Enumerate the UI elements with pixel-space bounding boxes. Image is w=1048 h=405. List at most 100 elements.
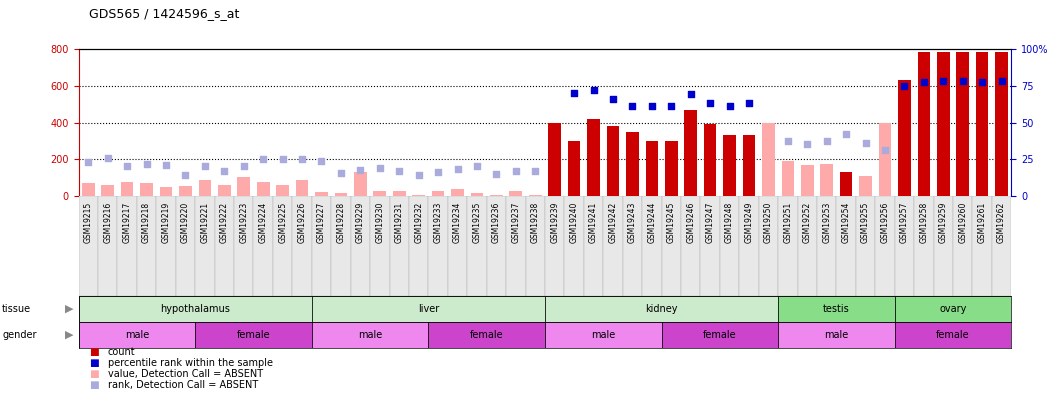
Text: GSM19245: GSM19245	[667, 201, 676, 243]
Bar	[914, 196, 934, 296]
Text: GSM19234: GSM19234	[453, 201, 462, 243]
Text: GSM19248: GSM19248	[725, 201, 734, 243]
Text: count: count	[108, 347, 135, 357]
Text: female: female	[470, 330, 503, 340]
Text: GSM19259: GSM19259	[939, 201, 947, 243]
Point	[527, 167, 544, 174]
Point	[994, 78, 1010, 84]
Bar	[953, 196, 973, 296]
Bar	[452, 189, 464, 196]
Text: rank, Detection Call = ABSENT: rank, Detection Call = ABSENT	[108, 380, 258, 390]
Point	[236, 163, 253, 169]
Bar	[704, 194, 717, 196]
Point	[721, 102, 738, 109]
Text: GSM19232: GSM19232	[414, 201, 423, 243]
Point	[955, 78, 971, 84]
Bar	[856, 196, 875, 296]
Bar	[312, 196, 331, 296]
Point	[216, 167, 233, 174]
Text: tissue: tissue	[2, 304, 31, 314]
Text: GSM19262: GSM19262	[997, 201, 1006, 243]
Text: GSM19220: GSM19220	[181, 201, 190, 243]
Bar	[334, 193, 347, 196]
Bar	[684, 110, 697, 196]
Text: GSM19235: GSM19235	[473, 201, 481, 243]
Text: GSM19247: GSM19247	[705, 201, 715, 243]
Bar	[937, 52, 949, 196]
Point	[585, 87, 602, 94]
Bar	[409, 196, 429, 296]
Text: testis: testis	[823, 304, 850, 314]
Point	[799, 141, 815, 147]
Bar	[918, 52, 931, 196]
Text: GSM19218: GSM19218	[143, 201, 151, 243]
Point	[741, 100, 758, 107]
Point	[371, 164, 388, 171]
Point	[605, 96, 621, 102]
Text: GSM19255: GSM19255	[861, 201, 870, 243]
Bar	[626, 132, 638, 196]
Bar	[664, 141, 678, 196]
Bar	[545, 322, 661, 348]
Bar	[973, 196, 991, 296]
Bar	[429, 196, 447, 296]
Bar	[506, 196, 525, 296]
Bar	[548, 122, 561, 196]
Text: ■: ■	[89, 369, 99, 379]
Text: GSM19223: GSM19223	[239, 201, 248, 243]
Point	[293, 156, 310, 163]
Bar	[238, 177, 250, 196]
Point	[100, 154, 116, 161]
Bar	[79, 322, 195, 348]
Text: GSM19257: GSM19257	[900, 201, 909, 243]
Point	[255, 155, 271, 162]
Point	[488, 171, 505, 177]
Bar	[351, 196, 370, 296]
Text: GSM19228: GSM19228	[336, 201, 346, 243]
Bar	[957, 52, 969, 196]
Point	[702, 100, 719, 107]
Text: male: male	[591, 330, 615, 340]
Point	[177, 172, 194, 179]
Bar	[991, 196, 1011, 296]
Bar	[292, 196, 312, 296]
Bar	[471, 193, 483, 196]
Text: GSM19222: GSM19222	[220, 201, 228, 243]
Point	[430, 169, 446, 176]
Point	[624, 102, 640, 109]
Bar	[257, 181, 269, 196]
Bar	[821, 164, 833, 196]
Text: female: female	[237, 330, 270, 340]
Bar	[529, 194, 542, 196]
Bar	[743, 194, 756, 196]
Bar	[895, 196, 914, 296]
Bar	[859, 176, 872, 196]
Bar	[490, 194, 503, 196]
Text: liver: liver	[418, 304, 439, 314]
Point	[80, 159, 96, 166]
Text: ■: ■	[89, 358, 99, 368]
Bar	[661, 322, 778, 348]
Text: GDS565 / 1424596_s_at: GDS565 / 1424596_s_at	[89, 7, 239, 20]
Text: GSM19237: GSM19237	[511, 201, 520, 243]
Bar	[778, 296, 895, 322]
Point	[837, 130, 854, 137]
Point	[935, 78, 952, 84]
Bar	[195, 196, 215, 296]
Bar	[642, 196, 661, 296]
Bar	[117, 196, 137, 296]
Bar	[646, 194, 658, 196]
Bar	[272, 196, 292, 296]
Text: GSM19246: GSM19246	[686, 201, 695, 243]
Bar	[778, 196, 798, 296]
Point	[818, 138, 835, 144]
Point	[780, 138, 796, 144]
Bar	[568, 141, 581, 196]
Text: female: female	[936, 330, 969, 340]
Point	[410, 172, 427, 179]
Bar	[447, 196, 467, 296]
Point	[507, 168, 524, 175]
Bar	[778, 322, 895, 348]
Bar	[198, 180, 212, 196]
Bar	[432, 191, 444, 196]
